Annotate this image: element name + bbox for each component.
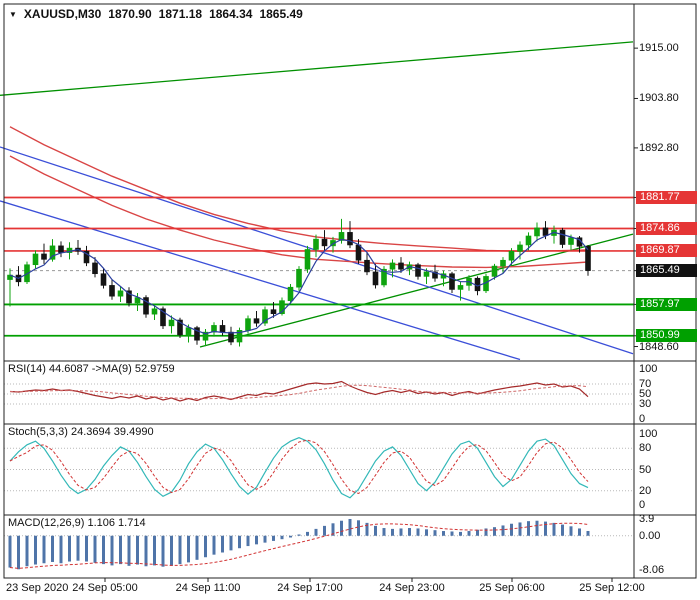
rsi-indicator-title: RSI(14) 44.6087 ->MA(9) 52.9759 <box>8 363 175 375</box>
low-value: 1864.34 <box>209 7 253 21</box>
ohlc-header: ▼ XAUUSD,M30 1870.90 1871.18 1864.34 186… <box>9 7 303 21</box>
time-axis-label[interactable]: 25 Sep 06:00 <box>479 582 545 594</box>
time-axis-label[interactable]: 24 Sep 17:00 <box>277 582 343 594</box>
time-axis-label[interactable]: 23 Sep 2020 <box>6 582 69 594</box>
price-axis-label: 1892.80 <box>639 141 679 154</box>
time-axis-label[interactable]: 24 Sep 23:00 <box>379 582 445 594</box>
rsi-axis-label: 0 <box>639 413 646 425</box>
close-value: 1865.49 <box>259 7 303 21</box>
stoch-axis-label: 0 <box>639 498 646 511</box>
macd-axis-label: 3.9 <box>639 513 655 525</box>
macd-indicator-title: MACD(12,26,9) 1.106 1.714 <box>8 517 146 529</box>
symbol-marker-icon[interactable]: ▼ <box>9 10 17 19</box>
time-axis-label[interactable]: 24 Sep 11:00 <box>175 582 241 594</box>
stoch-axis-label: 100 <box>639 428 658 441</box>
resistance-price-label: 1881.77 <box>636 190 697 204</box>
price-axis-label: 1848.60 <box>639 340 679 353</box>
current-price-label: 1865.49 <box>636 264 697 278</box>
price-axis-label: 1915.00 <box>639 42 679 55</box>
high-value: 1871.18 <box>158 7 203 21</box>
rsi-axis-label: 50 <box>639 388 652 400</box>
stoch-axis-label: 20 <box>639 484 652 497</box>
time-axis-label[interactable]: 25 Sep 12:00 <box>579 582 645 594</box>
macd-axis-label: -8.06 <box>639 564 665 577</box>
stoch-indicator-title: Stoch(5,3,3) 24.3694 39.4990 <box>8 426 154 438</box>
stoch-axis-label: 50 <box>639 463 652 476</box>
open-value: 1870.90 <box>108 7 152 21</box>
rsi-axis-label: 100 <box>639 363 658 375</box>
support-price-label: 1857.97 <box>636 297 697 311</box>
stoch-axis-label: 80 <box>639 442 652 455</box>
macd-axis-label: 0.00 <box>639 529 661 542</box>
rsi-axis-label: 30 <box>639 398 652 410</box>
price-axis-label: 1903.80 <box>639 92 679 105</box>
symbol-timeframe-label: XAUUSD,M30 <box>23 7 102 21</box>
time-axis-label[interactable]: 24 Sep 05:00 <box>72 582 138 594</box>
rsi-axis-label: 70 <box>639 378 652 390</box>
support-price-label: 1850.99 <box>636 329 697 343</box>
resistance-price-label: 1869.87 <box>636 244 697 258</box>
resistance-price-label: 1874.86 <box>636 222 697 235</box>
